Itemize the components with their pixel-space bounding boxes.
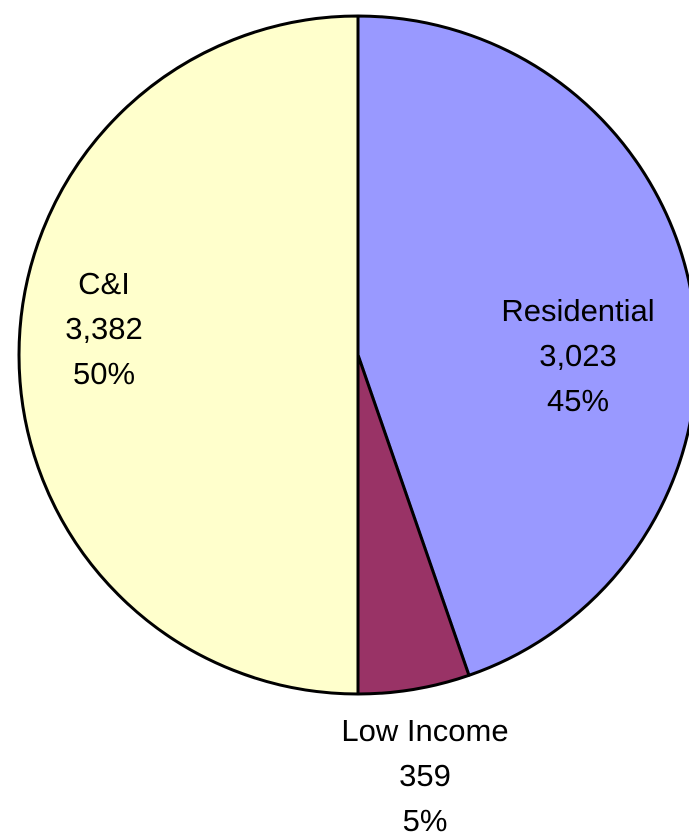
slice-label: C&I — [78, 266, 130, 301]
slice-percent-label: 50% — [73, 356, 135, 391]
slice-value-label: 359 — [399, 758, 451, 793]
slice-percent-label: 45% — [547, 383, 609, 418]
slice-value-label: 3,023 — [539, 338, 617, 373]
pie-slice — [17, 14, 360, 696]
slice-label: Residential — [501, 293, 654, 328]
slice-value-label: 3,382 — [65, 311, 143, 346]
slice-label: Low Income — [341, 713, 508, 748]
pie-slice — [356, 14, 689, 677]
slice-percent-label: 5% — [403, 803, 448, 838]
